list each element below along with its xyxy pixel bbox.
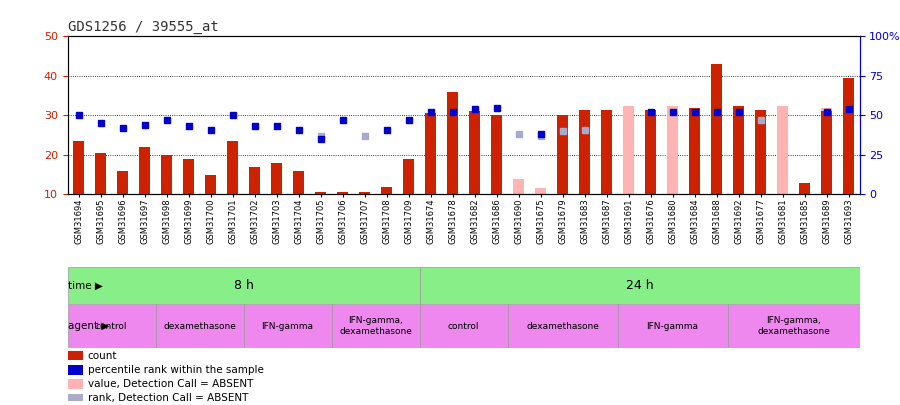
Bar	[557, 115, 568, 194]
Text: dexamethasone: dexamethasone	[163, 322, 236, 330]
Text: IFN-gamma,
dexamethasone: IFN-gamma, dexamethasone	[339, 316, 412, 336]
Bar	[68, 351, 83, 360]
Bar	[293, 171, 304, 194]
Bar	[777, 106, 788, 194]
Bar	[425, 113, 436, 194]
Bar	[139, 147, 150, 194]
Bar	[727, 304, 860, 348]
Bar	[419, 304, 508, 348]
Bar	[513, 179, 524, 194]
Text: agent ▶: agent ▶	[68, 321, 109, 331]
Bar	[205, 175, 216, 194]
Text: IFN-gamma: IFN-gamma	[646, 322, 698, 330]
Bar	[508, 304, 617, 348]
Text: count: count	[88, 351, 117, 361]
Bar	[337, 192, 348, 194]
Text: GDS1256 / 39555_at: GDS1256 / 39555_at	[68, 20, 218, 34]
Bar	[68, 365, 83, 375]
Bar	[381, 188, 392, 194]
Bar	[161, 155, 172, 194]
Bar	[799, 183, 810, 194]
Bar	[689, 108, 700, 194]
Bar	[469, 111, 480, 194]
Bar	[491, 115, 502, 194]
Bar	[821, 108, 832, 194]
Bar	[601, 109, 612, 194]
Bar	[68, 304, 156, 348]
Bar	[733, 106, 744, 194]
Text: 24 h: 24 h	[626, 279, 653, 292]
Bar	[419, 267, 860, 304]
Text: IFN-gamma: IFN-gamma	[262, 322, 313, 330]
Bar	[117, 171, 128, 194]
Bar	[68, 379, 83, 389]
Text: time ▶: time ▶	[68, 281, 103, 290]
Bar	[403, 159, 414, 194]
Bar	[331, 304, 419, 348]
Text: rank, Detection Call = ABSENT: rank, Detection Call = ABSENT	[88, 393, 248, 403]
Bar	[425, 137, 436, 194]
Text: 8 h: 8 h	[234, 279, 254, 292]
Bar	[535, 188, 546, 194]
Text: dexamethasone: dexamethasone	[526, 322, 598, 330]
Bar	[381, 186, 392, 194]
Bar	[645, 109, 656, 194]
Bar	[183, 159, 194, 194]
Text: control: control	[95, 322, 127, 330]
Bar	[359, 192, 370, 194]
Bar	[667, 106, 678, 194]
Bar	[95, 153, 106, 194]
Bar	[68, 394, 83, 403]
Bar	[227, 141, 238, 194]
Text: value, Detection Call = ABSENT: value, Detection Call = ABSENT	[88, 379, 253, 389]
Bar	[447, 92, 458, 194]
Bar	[244, 304, 331, 348]
Bar	[821, 111, 832, 194]
Text: percentile rank within the sample: percentile rank within the sample	[88, 365, 264, 375]
Bar	[68, 267, 419, 304]
Bar	[755, 109, 766, 194]
Bar	[156, 304, 244, 348]
Text: IFN-gamma,
dexamethasone: IFN-gamma, dexamethasone	[757, 316, 830, 336]
Bar	[271, 163, 282, 194]
Bar	[711, 64, 722, 194]
Bar	[315, 192, 326, 194]
Bar	[617, 304, 727, 348]
Bar	[579, 109, 590, 194]
Text: control: control	[448, 322, 479, 330]
Bar	[623, 106, 634, 194]
Bar	[73, 141, 84, 194]
Bar	[249, 167, 260, 194]
Bar	[843, 78, 854, 194]
